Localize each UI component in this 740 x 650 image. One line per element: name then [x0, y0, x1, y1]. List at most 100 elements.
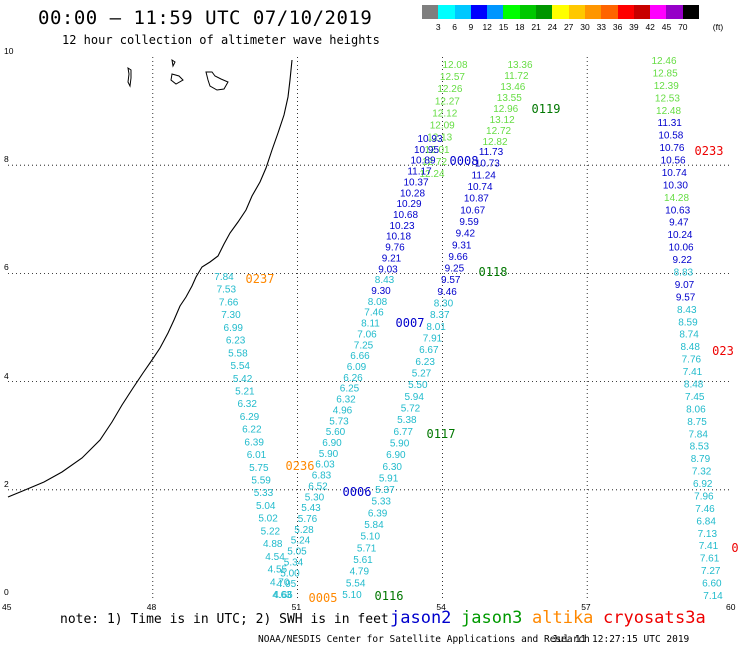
wave-height-value: 4.88: [263, 539, 283, 550]
wave-height-value: 4.55: [268, 565, 288, 576]
wave-height-value: 5.90: [390, 438, 410, 449]
wave-height-value: 11.72: [504, 71, 529, 82]
wave-height-value: 5.34: [284, 557, 304, 568]
wave-height-value: 9.57: [676, 292, 696, 303]
wave-height-value: 7.06: [357, 329, 377, 340]
wave-height-value: 10.95: [414, 145, 439, 156]
wave-height-value: 9.46: [437, 287, 457, 298]
wave-height-value: 7.84: [688, 429, 708, 440]
lat-tick-label: 2: [4, 478, 9, 489]
wave-height-value: 7.27: [701, 566, 721, 577]
wave-height-value: 9.31: [452, 240, 472, 251]
wave-height-value: 6.77: [393, 427, 413, 438]
wave-height-value: 8.11: [361, 319, 380, 330]
wave-height-value: 8.79: [691, 454, 711, 465]
wave-height-value: 12.26: [437, 84, 462, 95]
wave-height-value: 6.23: [226, 336, 246, 347]
colorbar-label: 21: [531, 22, 541, 32]
wave-height-value: 5.73: [329, 416, 349, 427]
map-grid: [8, 57, 732, 598]
wave-height-value: 8.59: [678, 317, 698, 328]
wave-height-value: 10.23: [389, 221, 414, 232]
wave-height-value: 5.54: [231, 361, 251, 372]
wave-height-value: 8.48: [680, 342, 700, 353]
wave-height-value: 10.29: [396, 199, 421, 210]
pass-time-label: 0117: [427, 427, 456, 441]
lon-tick-label: 57: [581, 602, 591, 612]
wave-height-value: 10.63: [665, 205, 690, 216]
wave-height-value: 10.56: [661, 156, 686, 167]
wave-height-value: 6.23: [415, 357, 435, 368]
colorbar-label: 3: [435, 22, 441, 32]
wave-height-value: 10.24: [667, 230, 692, 241]
colorbar-cell: [666, 5, 683, 19]
wave-height-value: 6.22: [242, 425, 262, 436]
legend-item-s3a: s3a: [675, 608, 706, 628]
wave-height-value: 12.57: [440, 72, 465, 83]
wave-height-value: 12.85: [653, 68, 678, 79]
colorbar-cell: [503, 5, 520, 19]
wave-height-value: 4.63: [272, 590, 292, 601]
coastline: [7, 58, 293, 498]
wave-height-value: 6.25: [340, 384, 360, 395]
colorbar-label: 70: [678, 22, 688, 32]
wave-height-value: 7.45: [685, 392, 705, 403]
wave-height-value: 5.37: [375, 485, 395, 496]
wave-height-value: 5.84: [364, 520, 384, 531]
lon-tick-label: 48: [146, 602, 157, 612]
wave-height-value: 12.39: [654, 81, 679, 92]
wave-height-value: 7.46: [364, 308, 384, 319]
wave-height-value: 8.37: [430, 310, 450, 321]
wave-height-value: 5.10: [342, 590, 362, 601]
pass-time-label: 0116: [375, 589, 404, 603]
pass-time-label: 0236: [286, 459, 315, 473]
legend-item-jason2: jason2: [390, 608, 452, 628]
wave-height-value: 5.04: [256, 501, 276, 512]
wave-height-value: 4.95: [277, 579, 297, 590]
colorbar-cell: [584, 5, 602, 19]
wave-height-value: 4.79: [350, 567, 370, 578]
wave-height-value: 5.42: [233, 374, 253, 385]
wave-height-value: 12.24: [419, 169, 444, 180]
wave-height-value: 7.25: [354, 340, 374, 351]
wave-height-value: 6.60: [702, 579, 722, 590]
lon-tick-label: 51: [291, 602, 302, 612]
wave-height-value: 14.28: [664, 193, 689, 204]
wave-height-value: 10.58: [658, 131, 683, 142]
wave-height-value: 12.72: [486, 126, 511, 137]
wave-height-value: 7.84: [214, 272, 234, 283]
wave-height-value: 10.87: [464, 194, 489, 205]
wave-height-value: 9.21: [382, 253, 402, 264]
colorbar-cell: [536, 5, 553, 19]
wave-height-value: 5.94: [404, 392, 424, 403]
wave-height-value: 6.32: [237, 399, 257, 410]
wave-height-value: 6.92: [693, 479, 713, 490]
wave-height-value: 12.13: [427, 133, 452, 144]
colorbar-cell: [470, 5, 488, 19]
colorbar-cell: [552, 5, 569, 19]
colorbar-cell: [650, 5, 667, 19]
wave-height-value: 7.30: [221, 310, 241, 321]
wave-height-value: 8.75: [687, 417, 707, 428]
wave-height-value: 9.30: [371, 286, 391, 297]
colorbar-unit: (ft): [712, 22, 724, 32]
wave-height-value: 5.30: [305, 492, 325, 503]
wave-height-value: 8.06: [686, 404, 706, 415]
lon-tick-label: 45: [2, 602, 12, 612]
wave-height-value: 12.96: [493, 104, 518, 115]
colorbar-label: 30: [580, 22, 590, 32]
wave-height-value: 12.08: [442, 60, 467, 71]
colorbar-cell: [438, 5, 455, 19]
wave-height-value: 12.82: [482, 137, 507, 148]
wave-height-value: 4.66: [273, 590, 293, 601]
wave-height-value: 9.47: [669, 218, 689, 229]
wave-height-value: 12.46: [651, 56, 676, 67]
wave-height-value: 8.01: [426, 322, 446, 333]
wave-height-value: 8.30: [434, 299, 454, 310]
pass-time-label: 0233: [695, 144, 724, 158]
legend-item-cryosat: cryosat: [603, 608, 675, 628]
wave-height-value: 6.66: [350, 351, 370, 362]
wave-height-value: 8.48: [684, 379, 704, 390]
wave-height-value: 12.53: [655, 93, 680, 104]
